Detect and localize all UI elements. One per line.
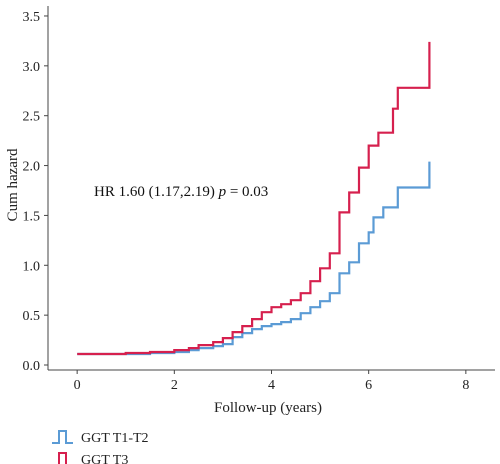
annotation-prefix: HR 1.60 (1.17,2.19) [94, 184, 219, 200]
y-tick-label: 0.5 [23, 309, 41, 324]
y-tick-label: 1.5 [23, 209, 41, 224]
series-line-ggt-t3 [77, 41, 431, 356]
x-tick-label: 4 [268, 378, 275, 393]
y-axis-title: Cum hazard [5, 148, 21, 221]
legend-swatch [52, 430, 73, 444]
axes: 0.0 0.5 1.0 1.5 2.0 2.5 3.0 3.5 0 2 4 6 8 [23, 6, 495, 393]
y-tick-label: 3.5 [23, 10, 41, 25]
x-tick-label: 6 [365, 378, 372, 393]
legend: GGT T1-T2 GGT T3 [52, 430, 149, 464]
legend-label: GGT T1-T2 [81, 431, 149, 446]
x-tick-label: 8 [462, 378, 469, 393]
series-layer [77, 41, 431, 356]
y-tick-label: 3.0 [23, 60, 41, 75]
hazard-ratio-annotation: HR 1.60 (1.17,2.19) p = 0.03 [94, 184, 268, 200]
y-tick-label: 2.5 [23, 110, 41, 125]
legend-swatch [52, 452, 73, 464]
x-axis-title: Follow-up (years) [214, 400, 322, 416]
annotation-p: p [218, 184, 227, 200]
y-tick-label: 2.0 [23, 160, 41, 175]
x-tick-label: 0 [74, 378, 81, 393]
annotation-suffix: = 0.03 [226, 184, 268, 200]
legend-label: GGT T3 [81, 453, 128, 464]
x-tick-label: 2 [171, 378, 178, 393]
y-tick-label: 0.0 [23, 359, 41, 374]
y-tick-label: 1.0 [23, 259, 41, 274]
